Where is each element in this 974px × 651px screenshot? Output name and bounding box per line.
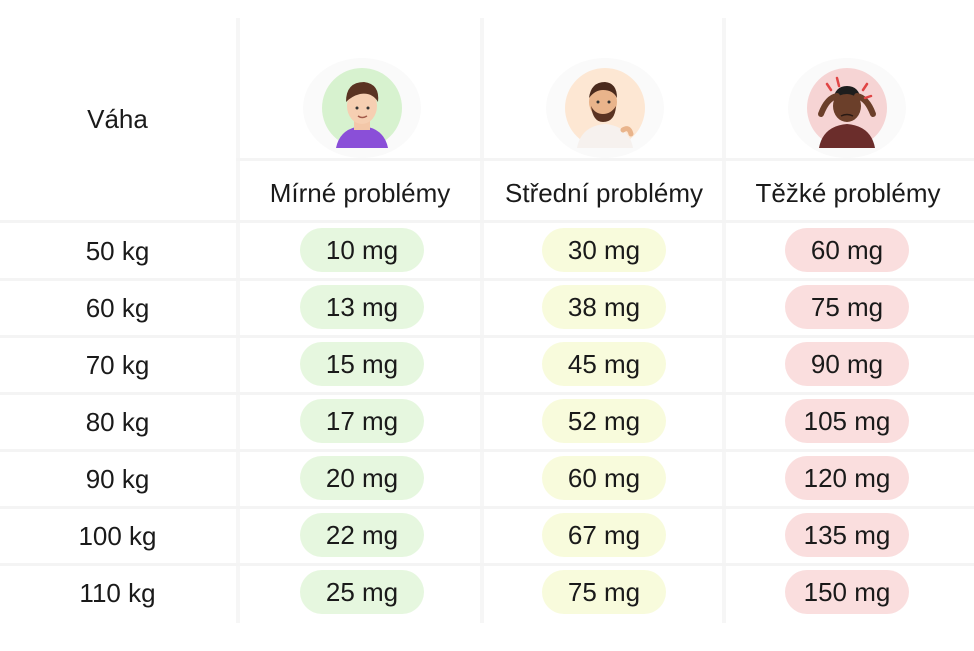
dose-severe: 105 mg [785,399,909,443]
dose-mild: 22 mg [300,513,424,557]
dose-moderate: 52 mg [542,399,666,443]
row-separator [0,220,974,223]
person-headache-icon [788,58,906,158]
dose-mild: 13 mg [300,285,424,329]
weight-label: 100 kg [78,521,157,551]
dose-severe: 135 mg [785,513,909,557]
weight-label: 70 kg [85,350,150,380]
dose-mild: 20 mg [300,456,424,500]
bearded-man-back-pain-icon [546,58,664,158]
weight-label: 110 kg [79,578,156,608]
weight-label: 90 kg [85,464,150,494]
weight-label: 50 kg [85,236,150,266]
dose-moderate: 45 mg [542,342,666,386]
row-separator [0,563,974,566]
mild-person-icon [303,58,421,158]
column-separator [480,18,484,623]
weight-label: 80 kg [85,407,150,437]
dose-mild: 25 mg [300,570,424,614]
dose-severe: 120 mg [785,456,909,500]
dose-mild: 17 mg [300,399,424,443]
column-separator [236,18,240,623]
row-separator [0,335,974,338]
row-separator [0,449,974,452]
column-header-severe: Těžké problémy [755,178,941,208]
weight-column-header: Váha [87,104,148,134]
column-separator [722,18,726,623]
dose-severe: 150 mg [785,570,909,614]
column-header-mild: Mírné problémy [269,178,451,208]
dose-severe: 90 mg [785,342,909,386]
dose-moderate: 38 mg [542,285,666,329]
dose-moderate: 60 mg [542,456,666,500]
weight-label: 60 kg [85,293,150,323]
dose-severe: 75 mg [785,285,909,329]
dose-mild: 10 mg [300,228,424,272]
dose-severe: 60 mg [785,228,909,272]
dose-mild: 15 mg [300,342,424,386]
dose-moderate: 67 mg [542,513,666,557]
dose-moderate: 75 mg [542,570,666,614]
row-separator [0,392,974,395]
row-separator [0,506,974,509]
row-separator [236,158,974,161]
dose-moderate: 30 mg [542,228,666,272]
row-separator [0,278,974,281]
column-header-moderate: Střední problémy [505,178,703,208]
